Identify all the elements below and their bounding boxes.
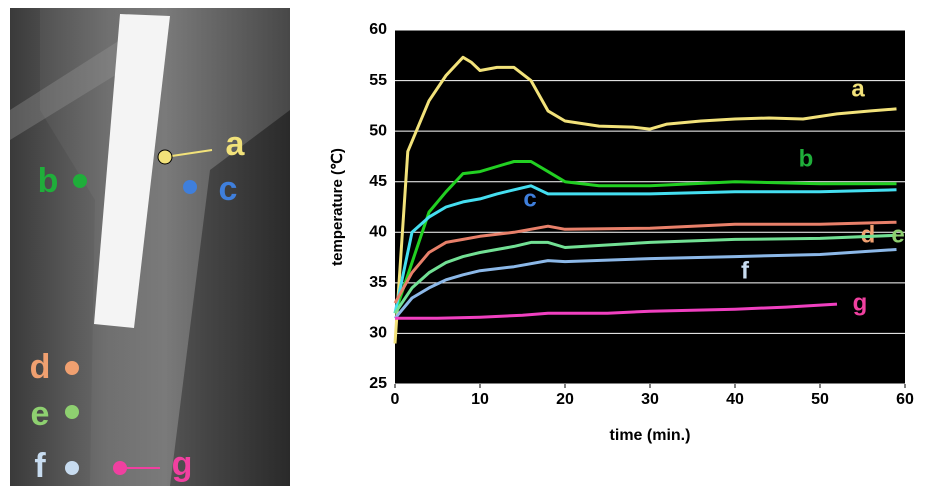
location-dot <box>158 150 172 164</box>
location-label: g <box>172 445 193 483</box>
y-tick-label: 35 <box>369 274 387 291</box>
x-tick-label: 60 <box>896 391 914 408</box>
y-tick-label: 45 <box>369 173 387 190</box>
location-label: b <box>38 162 59 200</box>
series-label: b <box>799 145 814 172</box>
location-label: c <box>219 170 238 208</box>
location-dot <box>113 461 127 475</box>
x-axis-label: time (min.) <box>610 427 691 444</box>
series-label: g <box>853 289 868 316</box>
location-label: a <box>226 125 246 163</box>
x-tick-label: 0 <box>391 391 400 408</box>
plot-area <box>395 30 905 384</box>
series-label: e <box>891 221 904 248</box>
y-tick-label: 30 <box>369 325 387 342</box>
y-axis-label: temperature (℃) <box>329 148 346 266</box>
series-label: c <box>523 185 536 212</box>
x-tick-label: 10 <box>471 391 489 408</box>
location-dot <box>183 180 197 194</box>
location-dot <box>73 174 87 188</box>
location-label: e <box>31 395 50 433</box>
figure: abcdefg abcdefg time (min.) temperature … <box>0 0 930 486</box>
location-dot <box>65 461 79 475</box>
y-tick-label: 55 <box>369 72 387 89</box>
y-tick-label: 40 <box>369 224 387 241</box>
x-tick-label: 20 <box>556 391 574 408</box>
xray-image <box>10 8 290 486</box>
location-label: d <box>30 348 51 386</box>
x-tick-label: 40 <box>726 391 744 408</box>
y-tick-label: 25 <box>369 375 387 392</box>
location-label: f <box>34 447 46 485</box>
series-label: f <box>741 257 750 284</box>
x-tick-label: 50 <box>811 391 829 408</box>
x-tick-label: 30 <box>641 391 659 408</box>
location-dot <box>65 405 79 419</box>
series-label: a <box>851 75 865 102</box>
y-tick-label: 60 <box>369 21 387 38</box>
location-dot <box>65 361 79 375</box>
y-tick-label: 50 <box>369 122 387 139</box>
